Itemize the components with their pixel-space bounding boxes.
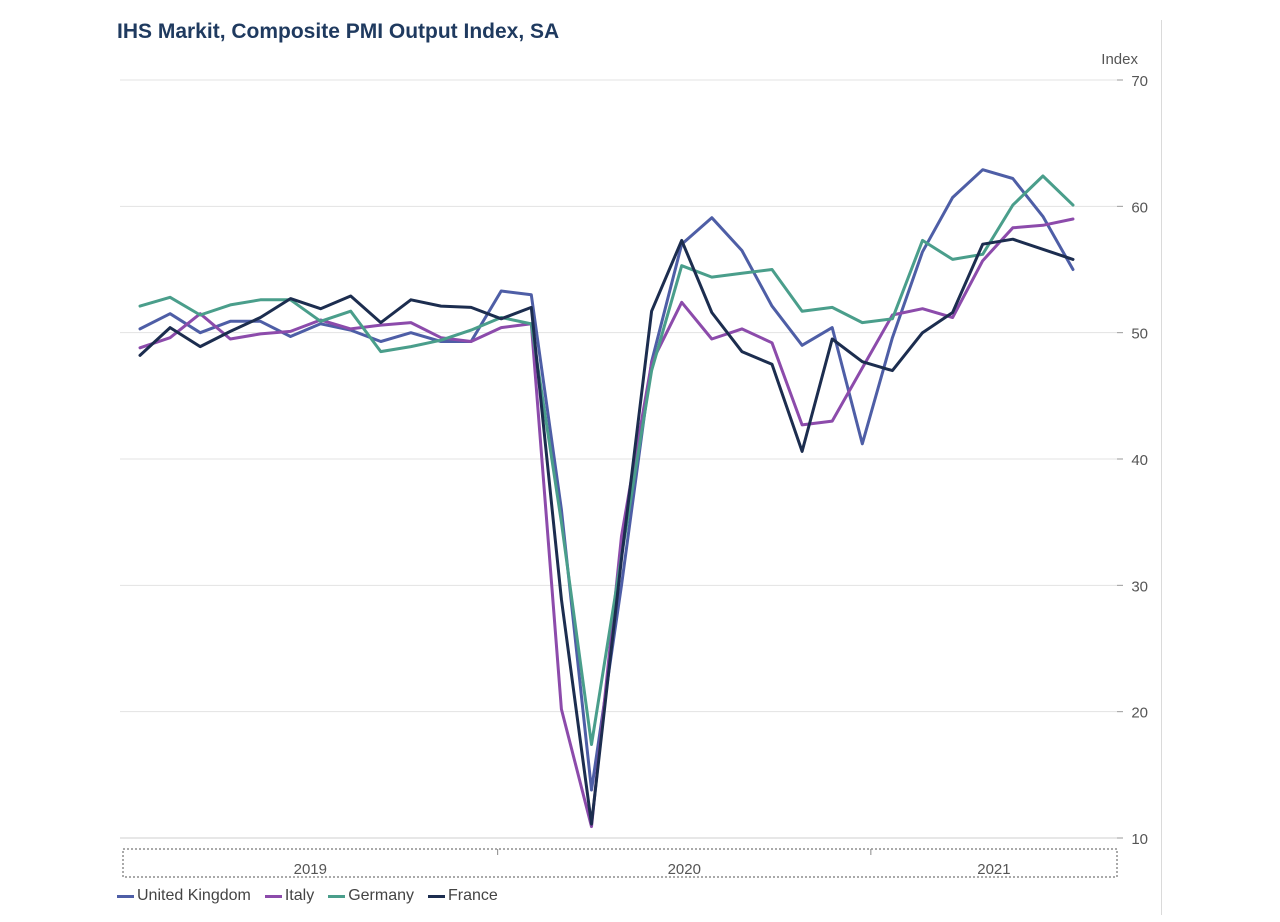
legend-label: United Kingdom xyxy=(137,887,251,904)
x-year-label: 2021 xyxy=(977,861,1010,878)
y-tick-label: 40 xyxy=(1131,452,1148,469)
x-axis-year-box xyxy=(122,848,1118,878)
legend-label: France xyxy=(447,887,498,904)
y-tick-label: 20 xyxy=(1131,705,1148,722)
legend-item: United Kingdom xyxy=(117,887,251,905)
y-tick-label: 60 xyxy=(1131,199,1148,216)
legend-item: Germany xyxy=(328,887,414,905)
x-axis: 2019 2020 2021 xyxy=(120,837,1118,878)
series-lines xyxy=(138,168,1075,829)
series-line-germany xyxy=(138,174,1075,746)
gridlines xyxy=(120,79,1117,839)
y-tick-label: 70 xyxy=(1131,73,1148,90)
legend-item: France xyxy=(427,887,498,905)
y-axis-label: Index xyxy=(1101,51,1138,68)
y-tick-label: 30 xyxy=(1131,578,1148,595)
legend-swatch xyxy=(264,894,282,898)
x-year-label: 2019 xyxy=(294,861,327,878)
legend-label: Italy xyxy=(284,887,315,904)
right-border xyxy=(1161,20,1162,915)
legend-swatch xyxy=(117,894,134,898)
legend: United Kingdom Italy Germany France xyxy=(117,887,512,905)
chart-title: IHS Markit, Composite PMI Output Index, … xyxy=(117,20,560,43)
y-axis: Index 10 20 30 40 50 60 70 xyxy=(1101,51,1148,848)
y-tick-label: 10 xyxy=(1131,831,1148,848)
series-line-italy xyxy=(138,217,1075,829)
legend-label: Germany xyxy=(348,887,414,904)
legend-swatch xyxy=(427,894,445,898)
series-line-france xyxy=(138,237,1075,826)
x-year-label: 2020 xyxy=(668,861,701,878)
legend-item: Italy xyxy=(264,887,315,905)
y-tick-label: 50 xyxy=(1131,326,1148,343)
legend-swatch xyxy=(328,894,346,898)
